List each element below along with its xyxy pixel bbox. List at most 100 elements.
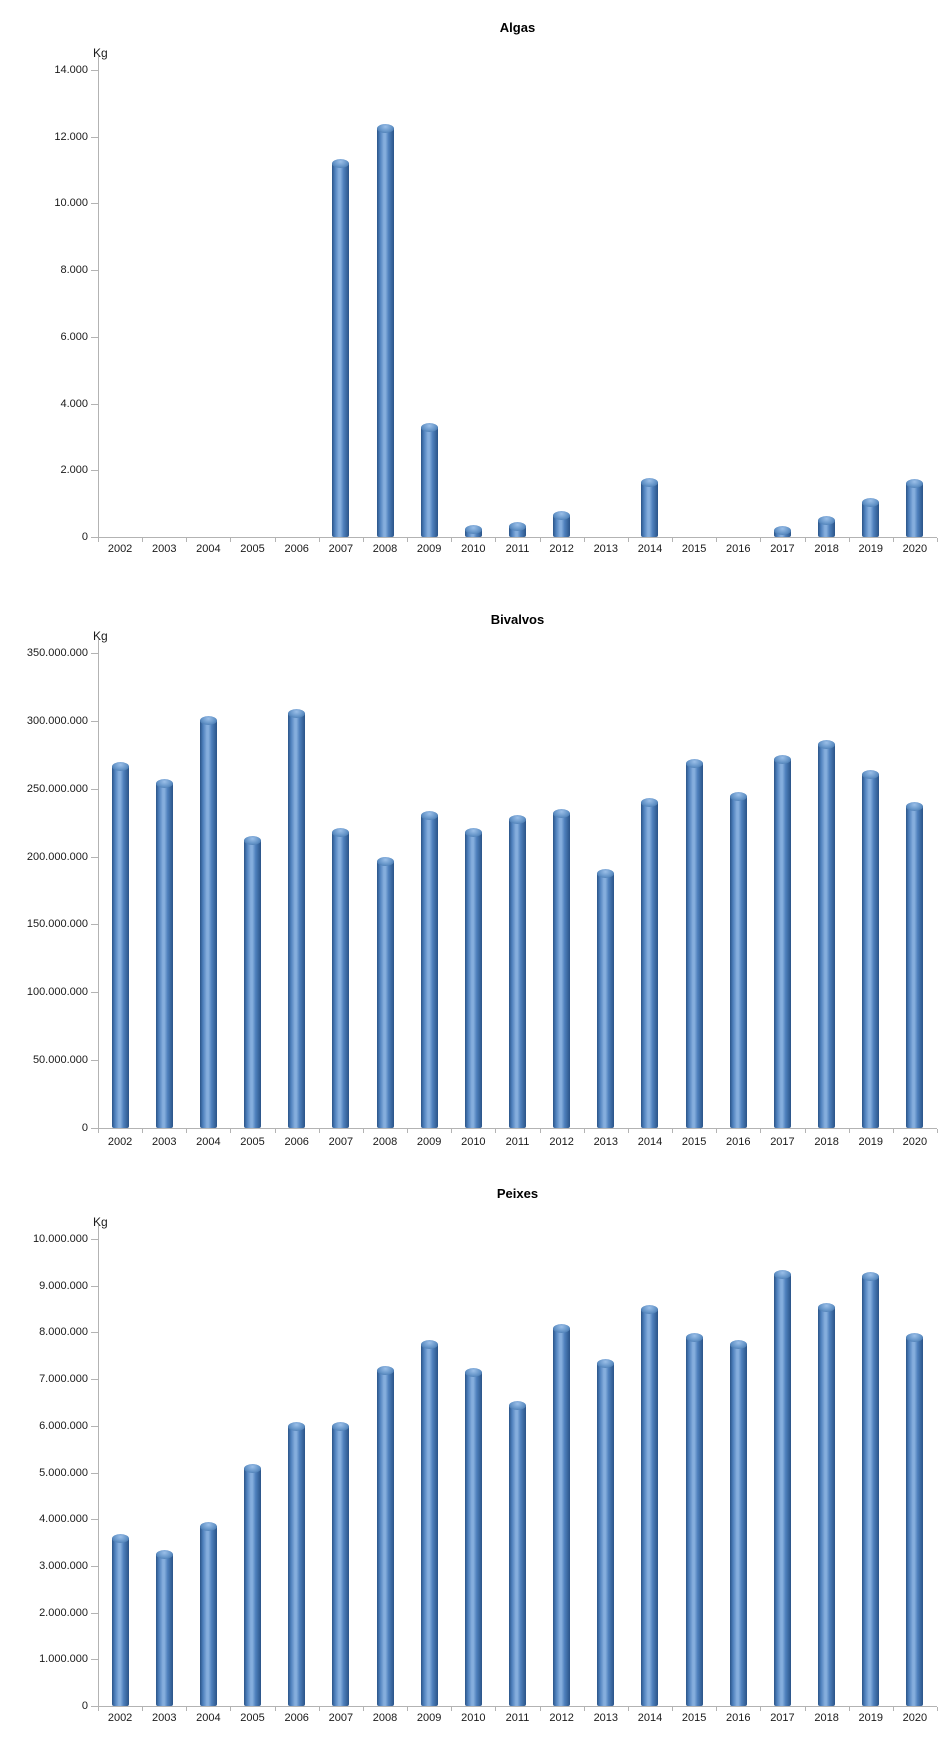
bar-body-2013 [597,872,615,1128]
x-tick-label-2018: 2018 [814,1136,839,1148]
bar-cap-2015 [685,758,703,768]
bar-2003 [155,1550,173,1706]
y-tick-mark [91,1239,99,1240]
chart-title-algas: Algas [499,20,536,35]
bar-2010 [464,524,482,537]
bar-2012 [553,1323,571,1706]
x-tick-mark [362,1129,364,1133]
x-tick-mark [495,538,497,542]
bar-body-2007 [332,1425,350,1706]
bar-cap-2017 [773,1270,791,1280]
bar-2020 [906,802,924,1128]
bar-body-2014 [641,481,659,537]
x-tick-mark [186,538,188,542]
x-tick-label-2019: 2019 [858,1136,883,1148]
x-tick-mark [539,538,541,542]
x-tick-label-2013: 2013 [593,1712,619,1724]
x-tick-mark [362,1707,364,1711]
x-tick-label-2002: 2002 [107,1712,133,1724]
y-tick-mark [91,1332,99,1334]
x-tick-mark [230,1129,232,1133]
x-tick-label-2009: 2009 [416,1712,442,1724]
bar-body-2003 [155,1554,173,1706]
bar-body-2012 [553,813,571,1128]
x-tick-label-2005: 2005 [240,543,265,555]
x-tick-mark [318,538,320,542]
x-tick-mark [627,538,629,542]
y-tick-mark [91,1659,99,1661]
bar-body-2015 [685,1337,703,1706]
y-axis-unit-label-peixes: Kg [93,1215,108,1229]
bar-cap-2002 [111,1533,129,1543]
x-tick-label-2007: 2007 [328,543,354,555]
x-tick-label-2009: 2009 [416,1136,442,1148]
y-tick-label: 6.000.000 [39,1419,88,1432]
y-tick-label: 300.000.000 [26,714,88,727]
y-tick-mark [91,788,99,790]
bar-cap-2012 [553,511,571,521]
y-tick-label: 350.000.000 [26,647,88,659]
y-tick-label: 250.000.000 [26,782,88,795]
x-tick-label-2018: 2018 [814,543,839,555]
bar-cap-2007 [332,828,350,838]
bar-cap-2009 [420,810,438,820]
y-tick-label: 100.000.000 [26,986,88,999]
y-tick-label: 150.000.000 [26,918,88,931]
x-tick-label-2019: 2019 [858,1712,883,1724]
bar-2009 [420,810,438,1128]
bar-cap-2020 [906,1333,924,1343]
y-tick-label: 14.000 [54,64,88,76]
x-tick-label-2012: 2012 [549,543,574,555]
bar-2012 [553,511,571,537]
bar-body-2004 [199,719,217,1128]
x-tick-mark [451,1707,453,1711]
bar-2014 [641,1305,659,1706]
bar-body-2014 [641,802,659,1128]
x-tick-label-2014: 2014 [637,1712,663,1724]
x-tick-mark [672,1129,674,1133]
bar-body-2010 [464,832,482,1128]
x-axis-line [98,537,937,538]
y-tick-mark [91,856,99,858]
bar-body-2013 [597,1362,615,1706]
bar-cap-2008 [376,124,394,134]
bar-2008 [376,124,394,537]
x-tick-mark [804,1129,806,1133]
bar-2018 [818,516,836,537]
y-tick-label: 0 [81,1122,88,1134]
x-tick-label-2003: 2003 [151,1712,177,1724]
x-tick-label-2020: 2020 [902,1712,928,1724]
bar-cap-2016 [729,1340,747,1350]
bar-body-2017 [773,1274,791,1706]
x-tick-label-2017: 2017 [770,543,795,555]
bar-2005 [244,1463,262,1706]
bar-body-2014 [641,1309,659,1706]
bar-cap-2020 [906,478,924,488]
bar-2002 [111,761,129,1128]
bar-cap-2017 [773,526,791,536]
y-tick-mark [91,470,99,472]
bar-body-2011 [509,818,526,1128]
x-tick-label-2002: 2002 [107,1136,133,1148]
x-tick-label-2011: 2011 [505,1136,530,1148]
x-tick-mark [495,1707,497,1711]
x-tick-label-2010: 2010 [461,543,486,555]
bar-body-2017 [773,758,791,1128]
x-tick-label-2020: 2020 [902,543,928,555]
bar-cap-2004 [199,715,217,725]
bar-body-2016 [729,795,747,1128]
bar-cap-2012 [553,809,571,819]
y-tick-mark [91,924,99,926]
bar-cap-2011 [509,1400,526,1410]
x-tick-label-2012: 2012 [549,1136,574,1148]
bar-cap-2006 [288,1421,306,1431]
bar-body-2009 [420,426,438,537]
bar-body-2020 [906,1337,924,1706]
bar-body-2015 [685,762,703,1128]
x-tick-label-2006: 2006 [284,1712,309,1724]
y-tick-mark [91,1285,99,1287]
x-tick-label-2009: 2009 [416,543,442,555]
bar-2008 [376,856,394,1128]
